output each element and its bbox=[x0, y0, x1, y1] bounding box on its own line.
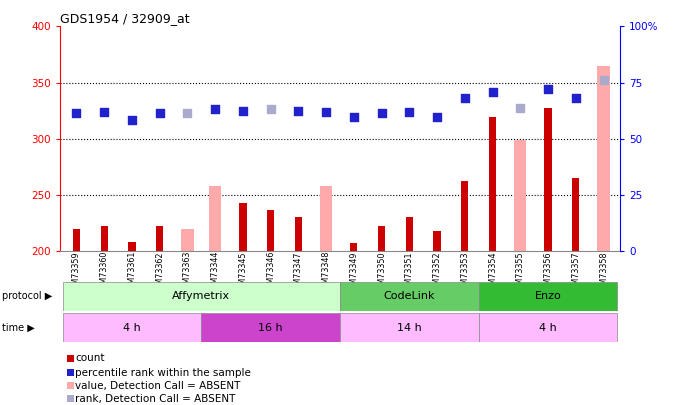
Text: protocol ▶: protocol ▶ bbox=[2, 292, 52, 301]
Bar bbox=[545, 109, 551, 251]
Point bbox=[543, 86, 554, 92]
Bar bbox=[479, 313, 617, 342]
Point bbox=[460, 95, 471, 102]
Bar bbox=[267, 209, 274, 251]
Bar bbox=[489, 117, 496, 251]
Bar bbox=[598, 66, 609, 251]
Point bbox=[404, 109, 415, 115]
Point bbox=[487, 88, 498, 95]
Text: Enzo: Enzo bbox=[534, 292, 562, 301]
Bar bbox=[209, 186, 221, 251]
Bar bbox=[461, 181, 469, 251]
Text: value, Detection Call = ABSENT: value, Detection Call = ABSENT bbox=[75, 381, 241, 390]
Point bbox=[99, 109, 109, 115]
Point bbox=[598, 77, 609, 83]
Bar bbox=[73, 228, 80, 251]
Text: 4 h: 4 h bbox=[123, 323, 141, 333]
Text: 4 h: 4 h bbox=[539, 323, 557, 333]
Bar bbox=[340, 282, 479, 311]
Bar bbox=[378, 226, 385, 251]
Text: CodeLink: CodeLink bbox=[384, 292, 435, 301]
Bar bbox=[433, 231, 441, 251]
Text: 16 h: 16 h bbox=[258, 323, 283, 333]
Bar bbox=[572, 178, 579, 251]
Point bbox=[265, 106, 276, 113]
Text: GDS1954 / 32909_at: GDS1954 / 32909_at bbox=[60, 12, 190, 25]
Point bbox=[571, 95, 581, 102]
Point bbox=[71, 110, 82, 116]
Text: percentile rank within the sample: percentile rank within the sample bbox=[75, 368, 251, 377]
Point bbox=[209, 106, 220, 113]
Text: rank, Detection Call = ABSENT: rank, Detection Call = ABSENT bbox=[75, 394, 235, 403]
Point bbox=[293, 107, 304, 114]
Point bbox=[376, 110, 387, 116]
Bar bbox=[101, 226, 108, 251]
Text: 14 h: 14 h bbox=[397, 323, 422, 333]
Bar bbox=[340, 313, 479, 342]
Point bbox=[154, 110, 165, 116]
Point bbox=[237, 107, 248, 114]
Bar bbox=[63, 313, 201, 342]
Bar bbox=[182, 228, 194, 251]
Bar bbox=[156, 226, 163, 251]
Bar bbox=[350, 243, 358, 251]
Bar bbox=[239, 203, 247, 251]
Bar bbox=[201, 313, 340, 342]
Bar bbox=[514, 140, 526, 251]
Bar bbox=[320, 186, 333, 251]
Bar bbox=[295, 217, 302, 251]
Text: count: count bbox=[75, 354, 105, 363]
Bar bbox=[479, 282, 617, 311]
Bar bbox=[406, 217, 413, 251]
Bar bbox=[129, 242, 135, 251]
Text: Affymetrix: Affymetrix bbox=[172, 292, 231, 301]
Point bbox=[126, 116, 137, 123]
Point bbox=[321, 109, 332, 115]
Bar bbox=[63, 282, 340, 311]
Point bbox=[432, 114, 443, 121]
Point bbox=[515, 105, 526, 112]
Text: time ▶: time ▶ bbox=[2, 323, 35, 333]
Point bbox=[182, 110, 193, 116]
Point bbox=[348, 114, 359, 121]
